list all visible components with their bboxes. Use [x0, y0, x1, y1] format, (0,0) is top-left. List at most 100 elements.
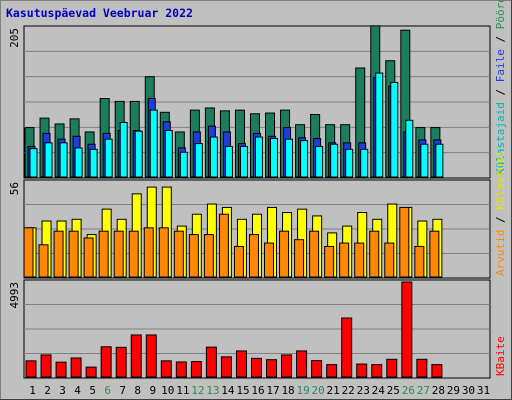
- x-tick-label: 23: [357, 384, 370, 397]
- legend-top-right: Külastajaid / Faile / Pöördumisi: [494, 0, 507, 175]
- bar: [309, 230, 320, 278]
- panel-kbytes: 4993: [8, 279, 491, 379]
- bar: [25, 360, 37, 378]
- x-tick-label: 20: [312, 384, 325, 397]
- bar: [190, 361, 202, 378]
- bar: [59, 142, 68, 178]
- bar: [431, 364, 443, 378]
- x-tick-label: 27: [417, 384, 430, 397]
- panel-kbytes-ymax-label: 4993: [8, 282, 21, 309]
- bar: [175, 361, 187, 378]
- bar: [179, 151, 188, 178]
- bar: [194, 143, 203, 178]
- bar: [399, 206, 410, 278]
- bar: [315, 145, 324, 178]
- bar: [326, 364, 338, 378]
- bar: [401, 281, 413, 378]
- x-tick-label: 6: [104, 384, 111, 397]
- legend-sep: /: [494, 82, 507, 102]
- bar: [390, 82, 399, 178]
- bar: [220, 356, 232, 378]
- bar: [55, 361, 67, 378]
- panel-visits: 56: [8, 179, 491, 279]
- x-tick-label: 29: [447, 384, 460, 397]
- legend-kbytes: KBaite: [494, 336, 507, 376]
- bar: [119, 121, 128, 178]
- x-tick-label: 18: [281, 384, 294, 397]
- bar: [384, 242, 395, 278]
- x-tick-label: 24: [372, 384, 386, 397]
- bar: [224, 145, 233, 178]
- chart-title: Kasutuspäevad Veebruar 2022: [6, 6, 193, 20]
- x-tick-label: 10: [161, 384, 174, 397]
- x-tick-label: 2: [44, 384, 51, 397]
- bar: [250, 357, 262, 378]
- legend-visits: Külastusi: [494, 150, 507, 210]
- bar: [311, 360, 323, 378]
- bar: [23, 227, 34, 278]
- bar: [281, 354, 293, 378]
- x-tick-label: 3: [59, 384, 66, 397]
- bar: [270, 137, 279, 178]
- bar: [203, 234, 214, 278]
- bar: [113, 230, 124, 278]
- bar: [354, 242, 365, 278]
- x-tick-label: 12: [191, 384, 204, 397]
- bar: [279, 230, 290, 278]
- bar: [83, 237, 94, 278]
- bar: [128, 230, 139, 278]
- bar: [89, 148, 98, 178]
- bar: [40, 354, 52, 378]
- bar: [70, 357, 82, 378]
- bar: [38, 244, 49, 278]
- x-tick-label: 4: [74, 384, 81, 397]
- bar: [98, 230, 109, 278]
- bar: [345, 148, 354, 178]
- bar: [173, 230, 184, 278]
- bar: [115, 346, 127, 378]
- bar: [386, 358, 398, 378]
- bar: [164, 129, 173, 178]
- bar: [356, 363, 368, 378]
- bar: [375, 72, 384, 178]
- bar: [134, 130, 143, 178]
- bar: [324, 245, 335, 278]
- x-tick-label: 13: [206, 384, 219, 397]
- bar: [369, 230, 380, 278]
- bar: [29, 148, 38, 178]
- bar: [158, 227, 169, 278]
- panel-visits-ymax-label: 56: [8, 182, 21, 195]
- legend-middle-right: Arvutid / Külastusi: [494, 150, 507, 276]
- bar: [205, 346, 217, 378]
- bar: [233, 245, 244, 278]
- bar: [285, 138, 294, 178]
- bar: [339, 242, 350, 278]
- bar: [248, 234, 259, 278]
- x-tick-label: 16: [251, 384, 264, 397]
- x-tick-label: 17: [266, 384, 279, 397]
- x-tick-label: 7: [119, 384, 126, 397]
- x-tick-label: 5: [89, 384, 96, 397]
- bar: [371, 364, 383, 378]
- x-tick-label: 22: [342, 384, 355, 397]
- bar: [149, 109, 158, 178]
- panel-hits-ymax-label: 205: [8, 28, 21, 48]
- x-tick-label: 19: [296, 384, 309, 397]
- panel-hits-series-2: [29, 72, 444, 178]
- x-tick-label: 28: [432, 384, 445, 397]
- x-tick-label: 21: [327, 384, 340, 397]
- bar: [416, 358, 428, 378]
- x-tick-label: 15: [236, 384, 249, 397]
- legend-sep: /: [494, 210, 507, 230]
- bar: [160, 360, 172, 378]
- bar: [188, 234, 199, 278]
- bar: [254, 136, 263, 178]
- x-tick-label: 8: [134, 384, 141, 397]
- bar: [435, 143, 444, 178]
- bar: [330, 143, 339, 178]
- bar: [429, 230, 440, 278]
- bar: [100, 346, 112, 378]
- legend-pages: Pöördumisi: [494, 0, 507, 29]
- bar: [53, 230, 64, 278]
- bar: [143, 227, 154, 278]
